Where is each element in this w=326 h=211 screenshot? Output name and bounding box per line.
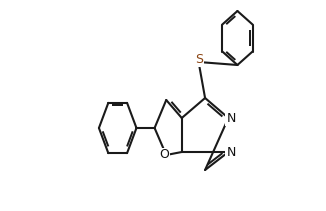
Text: S: S	[196, 53, 203, 66]
Text: N: N	[227, 146, 236, 158]
Text: O: O	[160, 149, 170, 161]
Text: N: N	[227, 111, 236, 124]
